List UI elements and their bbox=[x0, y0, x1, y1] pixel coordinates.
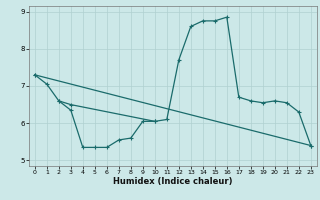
X-axis label: Humidex (Indice chaleur): Humidex (Indice chaleur) bbox=[113, 177, 233, 186]
